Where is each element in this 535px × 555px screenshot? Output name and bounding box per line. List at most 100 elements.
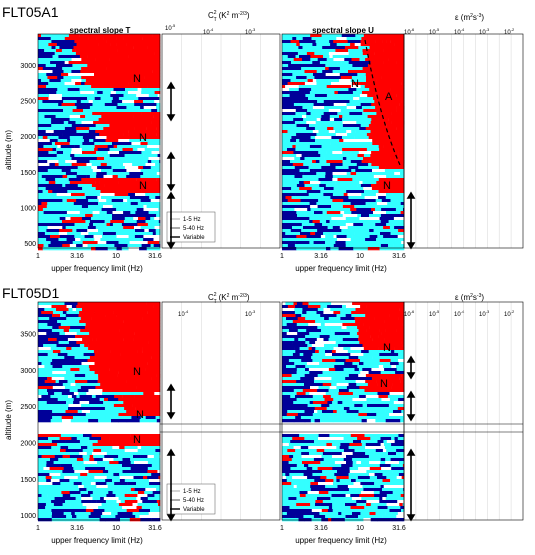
heatmap-cell [380,359,391,362]
heatmap-cell [282,455,289,458]
heatmap-cell [122,404,127,407]
heatmap-cell [141,88,152,91]
heatmap-cell [346,455,354,458]
heatmap-cell [292,479,305,482]
heatmap-cell [123,211,131,214]
heatmap-cell [99,118,104,121]
heatmap-cell [111,512,118,515]
heatmap-cell [98,148,110,151]
heatmap-cell [38,485,46,488]
heatmap-cell [154,509,160,512]
heatmap-cell [282,43,297,46]
heatmap-cell [313,73,326,76]
heatmap-cell [316,37,328,40]
heatmap-cell [391,199,398,202]
heatmap-cell [356,461,361,464]
heatmap-cell [297,398,304,401]
heatmap-cell [302,154,309,157]
heatmap-cell [104,509,113,512]
heatmap-cell [130,178,137,181]
svg-text:ε (m2s-3): ε (m2s-3) [455,13,484,22]
heatmap-cell [98,374,112,377]
heatmap-cell [67,52,76,55]
heatmap-cell [52,404,56,407]
heatmap-cell [61,190,68,193]
heatmap-cell [329,55,333,58]
heatmap-cell [67,473,81,476]
heatmap-cell [359,151,372,154]
heatmap-cell [336,350,348,353]
heatmap-cell [57,494,63,497]
heatmap-cell [136,386,142,389]
heatmap-cell [315,506,329,509]
heatmap-cell [297,383,304,386]
heatmap-cell [353,223,363,226]
heatmap-cell [149,482,160,485]
heatmap-cell [151,449,156,452]
heatmap-cell [347,160,351,163]
heatmap-cell [123,320,132,323]
heatmap-cell [66,347,72,350]
heatmap-cell [299,482,310,485]
heatmap-cell [116,494,126,497]
heatmap-cell [318,374,328,377]
heatmap-cell [359,410,368,413]
heatmap-cell [106,482,114,485]
heatmap-cell [60,235,75,238]
heatmap-cell [107,163,112,166]
heatmap-cell [339,139,343,142]
heatmap-cell [151,323,161,326]
heatmap-cell [51,509,64,512]
heatmap-cell [80,115,85,118]
heatmap-cell [154,350,160,353]
heatmap-cell [134,341,149,344]
svg-text:1-5 Hz: 1-5 Hz [183,489,201,495]
heatmap-cell [313,106,325,109]
heatmap-cell [93,232,104,235]
heatmap-cell [290,395,295,398]
heatmap-cell [86,320,91,323]
heatmap-cell [334,103,347,106]
heatmap-cell [361,464,372,467]
heatmap-cell [124,52,128,55]
heatmap-cell [282,338,295,341]
heatmap-cell [325,485,330,488]
heatmap-cell [108,398,119,401]
heatmap-cell [314,103,325,106]
heatmap-cell [154,136,160,139]
heatmap-cell [144,512,149,515]
heatmap-cell [134,338,140,341]
heatmap-cell [146,386,153,389]
heatmap-cell [325,323,339,326]
heatmap-cell [386,419,401,422]
heatmap-cell [52,377,65,380]
heatmap-cell [296,314,302,317]
heatmap-cell [38,392,48,395]
heatmap-cell [282,70,293,73]
heatmap-cell [386,434,391,437]
heatmap-cell [80,356,84,359]
heatmap-cell [47,377,52,380]
heatmap-cell [366,178,379,181]
heatmap-cell [96,151,108,154]
heatmap-cell [146,190,160,193]
heatmap-cell [329,338,344,341]
heatmap-cell [325,64,329,67]
heatmap-cell [350,332,358,335]
region-label-a: A [385,91,393,103]
heatmap-cell [62,220,76,223]
heatmap-cell [328,121,333,124]
heatmap-cell [391,67,396,70]
heatmap-cell [38,461,43,464]
heatmap-cell [109,437,124,440]
heatmap-cell [99,410,110,413]
heatmap-cell [331,124,343,127]
heatmap-cell [60,223,75,226]
heatmap-cell [131,202,138,205]
heatmap-cell [360,482,374,485]
heatmap-cell [141,464,152,467]
heatmap-cell [333,410,337,413]
heatmap-cell [328,226,334,229]
heatmap-cell [38,220,51,223]
heatmap-cell [80,211,93,214]
